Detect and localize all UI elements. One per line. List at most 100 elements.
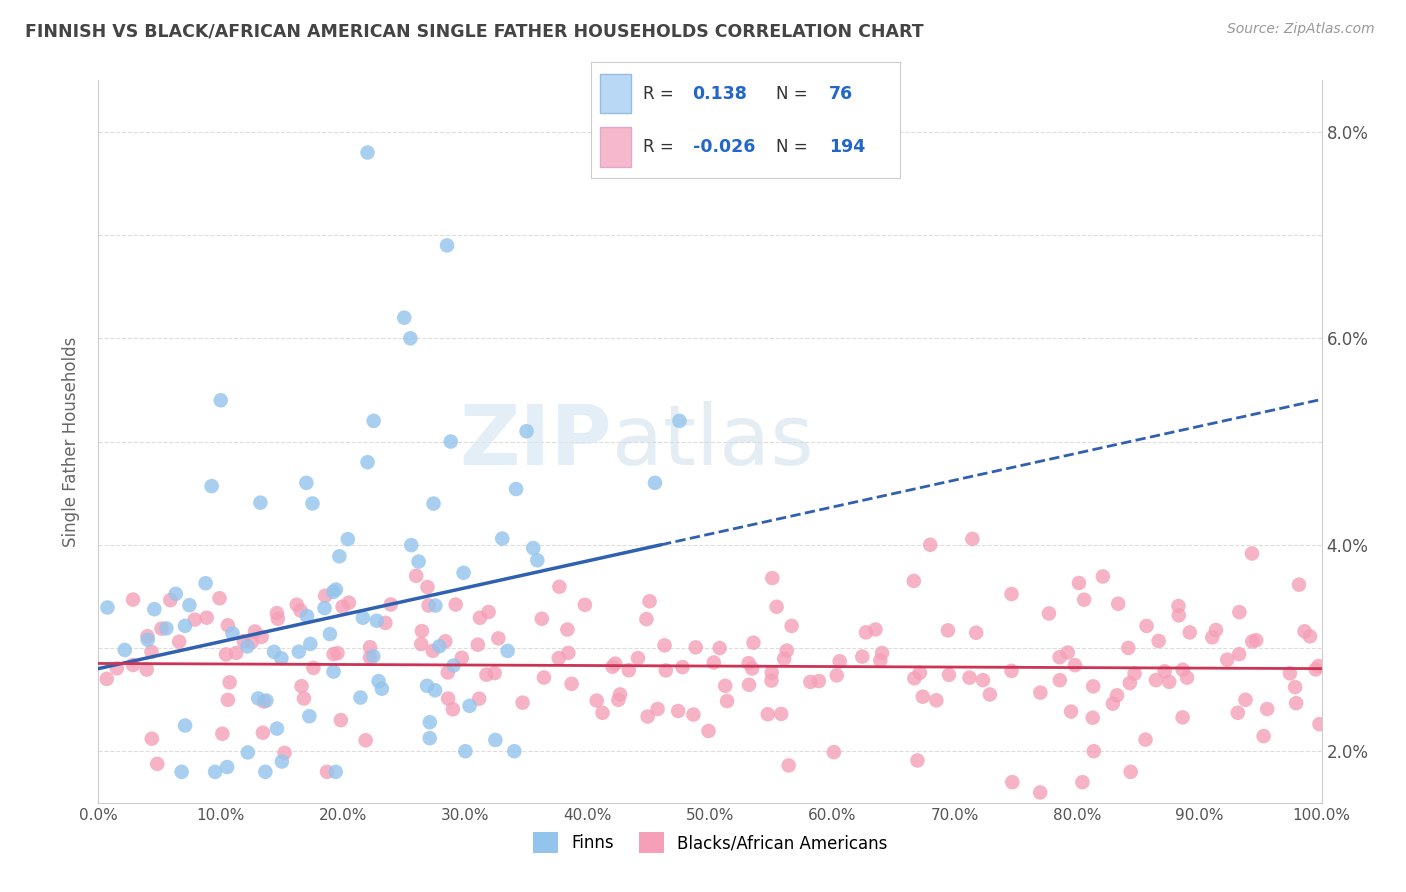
Point xyxy=(561,677,583,691)
Point xyxy=(1029,685,1052,699)
Point xyxy=(96,672,118,686)
Point xyxy=(367,674,389,689)
Point xyxy=(592,706,614,720)
Point xyxy=(221,626,243,640)
Point xyxy=(607,693,630,707)
Point xyxy=(359,640,381,655)
Point xyxy=(644,475,666,490)
Point xyxy=(136,632,159,647)
Point xyxy=(1000,664,1022,678)
Point xyxy=(1241,634,1264,648)
Point xyxy=(1284,680,1306,694)
Point xyxy=(411,624,433,638)
Point xyxy=(1201,630,1223,644)
Point xyxy=(454,744,477,758)
Point xyxy=(770,706,793,721)
Text: N =: N = xyxy=(776,138,807,156)
Point xyxy=(146,756,169,771)
Point xyxy=(349,690,371,705)
Point xyxy=(1105,689,1128,703)
FancyBboxPatch shape xyxy=(600,128,631,167)
Point xyxy=(195,610,218,624)
Point xyxy=(217,760,239,774)
Point xyxy=(1299,629,1322,643)
Point xyxy=(703,656,725,670)
Point xyxy=(1178,625,1201,640)
Point xyxy=(1071,775,1094,789)
Point xyxy=(682,707,704,722)
Point xyxy=(972,673,994,687)
Point xyxy=(352,611,374,625)
Point xyxy=(159,593,181,607)
Point xyxy=(828,654,851,668)
Point xyxy=(496,644,519,658)
Point xyxy=(627,651,650,665)
Point xyxy=(1119,676,1142,690)
Point xyxy=(266,722,288,736)
Point xyxy=(243,624,266,639)
Point xyxy=(429,640,451,654)
Point xyxy=(359,650,381,665)
Point xyxy=(270,651,292,665)
Point xyxy=(1240,547,1263,561)
Point xyxy=(807,674,830,689)
Point xyxy=(1227,647,1250,661)
Point xyxy=(380,598,402,612)
Point xyxy=(399,331,422,345)
Point xyxy=(855,625,877,640)
Point xyxy=(903,574,925,588)
Point xyxy=(716,694,738,708)
Point xyxy=(602,659,624,673)
FancyBboxPatch shape xyxy=(600,74,631,113)
Point xyxy=(925,693,948,707)
Point xyxy=(183,613,205,627)
Point xyxy=(1081,711,1104,725)
Point xyxy=(363,649,385,664)
Point xyxy=(1278,666,1301,681)
Text: atlas: atlas xyxy=(612,401,814,482)
Point xyxy=(1167,599,1189,613)
Point xyxy=(329,713,352,727)
Point xyxy=(737,656,759,670)
Point xyxy=(959,671,981,685)
Point xyxy=(1073,592,1095,607)
Point xyxy=(685,640,707,655)
Point xyxy=(1159,674,1181,689)
Point xyxy=(654,638,676,652)
Point xyxy=(444,598,467,612)
Point xyxy=(204,764,226,779)
Point xyxy=(1107,597,1129,611)
Point xyxy=(920,538,942,552)
Point xyxy=(217,693,239,707)
Point xyxy=(288,645,311,659)
Point xyxy=(1135,619,1157,633)
Point xyxy=(475,667,498,681)
Text: R =: R = xyxy=(643,85,673,103)
Point xyxy=(533,671,555,685)
Point xyxy=(453,566,475,580)
Point xyxy=(512,696,534,710)
Point xyxy=(209,393,232,408)
Point xyxy=(574,598,596,612)
Point xyxy=(765,599,787,614)
Point xyxy=(1167,608,1189,623)
Point xyxy=(263,645,285,659)
Point xyxy=(436,665,458,680)
Point xyxy=(1285,696,1308,710)
Point xyxy=(557,646,579,660)
Point xyxy=(155,621,177,635)
Point xyxy=(122,592,145,607)
Point xyxy=(215,648,238,662)
Point xyxy=(530,612,553,626)
Point xyxy=(266,606,288,620)
Point xyxy=(1060,705,1083,719)
Point xyxy=(505,482,527,496)
Point xyxy=(325,764,347,779)
Point xyxy=(437,691,460,706)
Text: -0.026: -0.026 xyxy=(693,138,755,156)
Text: 194: 194 xyxy=(828,138,865,156)
Point xyxy=(150,622,173,636)
Point xyxy=(907,754,929,768)
Point xyxy=(299,637,322,651)
Point xyxy=(273,746,295,760)
